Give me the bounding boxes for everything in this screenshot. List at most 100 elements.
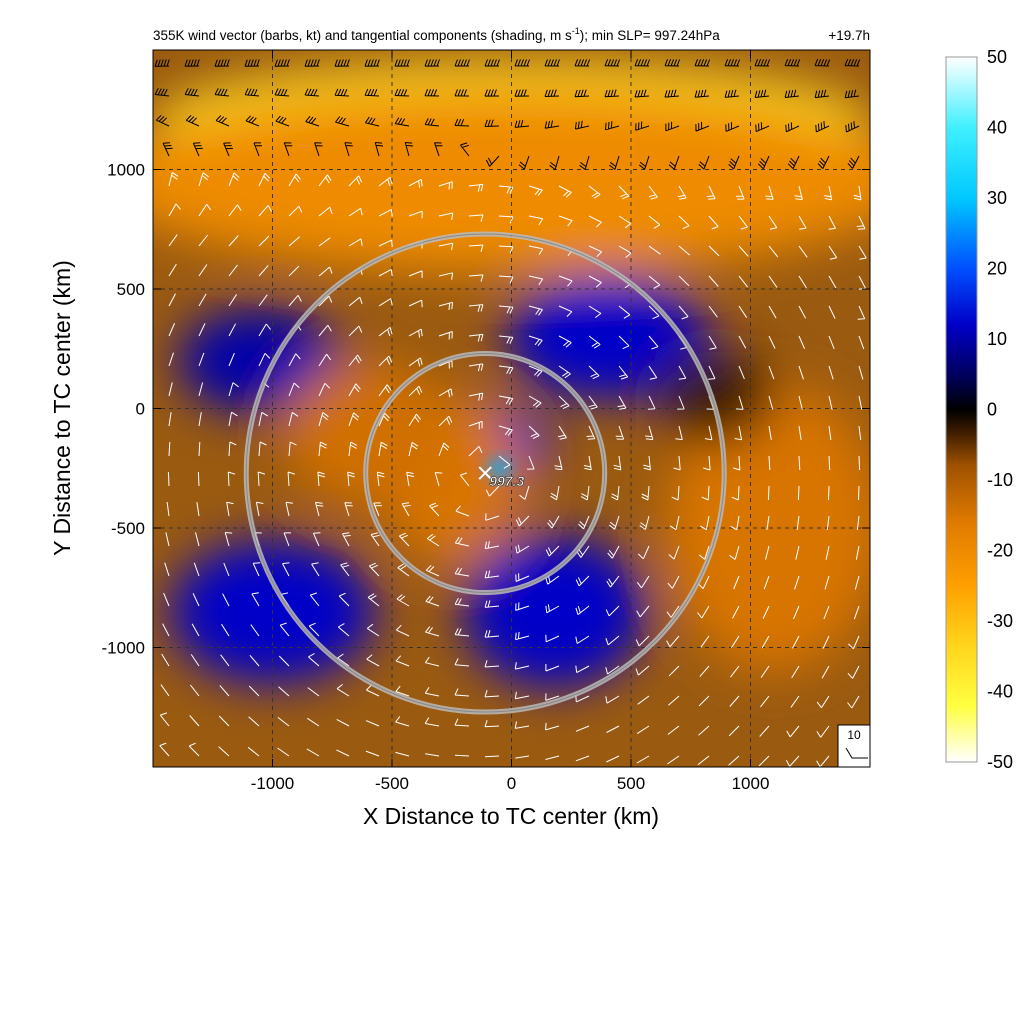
wind-barb bbox=[398, 532, 410, 547]
wind-barb bbox=[168, 263, 177, 277]
wind-barb bbox=[697, 755, 710, 766]
wind-barb bbox=[575, 635, 590, 644]
wind-barb bbox=[198, 412, 202, 427]
forecast-hour: +19.7h bbox=[828, 28, 870, 43]
wind-barb bbox=[765, 545, 770, 560]
wind-barb bbox=[374, 142, 384, 157]
wind-barb bbox=[192, 593, 200, 607]
wind-barb bbox=[733, 455, 741, 471]
wind-barb bbox=[725, 122, 740, 132]
wind-barb bbox=[857, 305, 866, 320]
wind-barb bbox=[341, 532, 351, 547]
wind-barb bbox=[574, 59, 591, 67]
wind-barb bbox=[424, 687, 440, 697]
wind-barb bbox=[575, 665, 590, 674]
wind-barb bbox=[498, 335, 514, 344]
wind-barb bbox=[798, 335, 806, 350]
wind-barb bbox=[738, 215, 748, 230]
wind-barb bbox=[364, 88, 380, 97]
wind-barb bbox=[395, 751, 410, 757]
wind-barb bbox=[288, 294, 302, 307]
y-tick-label: 0 bbox=[136, 400, 145, 419]
colorbar-tick-label: 10 bbox=[987, 329, 1007, 349]
wind-barb bbox=[787, 155, 800, 170]
wind-barb bbox=[858, 365, 864, 380]
min-slp-label: 997.3 bbox=[489, 473, 524, 489]
wind-barb bbox=[376, 471, 385, 487]
wind-barb bbox=[558, 215, 573, 227]
wind-barb bbox=[468, 214, 484, 222]
wind-barb bbox=[729, 695, 740, 707]
wind-barb bbox=[228, 294, 238, 307]
wind-barb bbox=[484, 89, 500, 97]
wind-barb bbox=[798, 395, 803, 410]
wind-barb bbox=[189, 715, 200, 727]
wind-barb bbox=[605, 635, 620, 646]
wind-barb bbox=[845, 121, 860, 133]
wind-barb bbox=[758, 755, 770, 767]
wind-barb bbox=[309, 592, 320, 607]
wind-barb bbox=[438, 388, 453, 398]
wind-barb bbox=[759, 725, 770, 737]
wind-barb bbox=[424, 59, 440, 67]
wind-barb bbox=[768, 215, 778, 230]
wind-barb bbox=[635, 635, 650, 647]
wind-barb bbox=[828, 425, 832, 440]
wind-barb bbox=[635, 121, 650, 131]
wind-barb bbox=[426, 533, 440, 547]
wind-barb bbox=[406, 471, 415, 487]
wind-barb bbox=[706, 185, 716, 200]
wind-barb bbox=[677, 395, 685, 410]
wind-barb bbox=[168, 352, 174, 367]
wind-barb bbox=[248, 685, 260, 697]
wind-barb bbox=[604, 89, 620, 98]
wind-barb bbox=[724, 89, 740, 98]
wind-barb bbox=[636, 755, 650, 764]
wind-barb bbox=[378, 384, 392, 397]
wind-barb bbox=[588, 245, 603, 258]
wind-barb bbox=[797, 485, 800, 501]
wind-barb bbox=[198, 352, 205, 367]
wind-barb bbox=[828, 395, 833, 410]
vortex-core-shading bbox=[488, 458, 511, 478]
wind-barb bbox=[197, 471, 200, 487]
wind-barb bbox=[700, 515, 710, 531]
wind-barb bbox=[643, 455, 651, 471]
wind-barb bbox=[558, 275, 573, 287]
wind-barb bbox=[729, 545, 740, 560]
shading-blob bbox=[284, 360, 452, 505]
wind-barb bbox=[734, 425, 743, 441]
wind-barb bbox=[344, 142, 353, 157]
wind-barb bbox=[250, 624, 260, 637]
wind-barb bbox=[318, 441, 327, 457]
wind-barb bbox=[554, 455, 563, 471]
shading-blob bbox=[176, 308, 345, 414]
wind-barb bbox=[455, 505, 470, 517]
x-tick-label: -1000 bbox=[251, 774, 294, 793]
wind-barb bbox=[408, 328, 423, 338]
y-tick-label: -1000 bbox=[102, 639, 145, 658]
wind-barb bbox=[558, 395, 570, 410]
wind-barb bbox=[635, 665, 650, 676]
wind-barb bbox=[190, 654, 200, 667]
x-tick-label: 0 bbox=[507, 774, 516, 793]
wind-barb bbox=[528, 215, 544, 226]
wind-barb bbox=[754, 59, 771, 67]
wind-barb bbox=[348, 296, 363, 307]
wind-barb bbox=[336, 749, 350, 757]
wind-barb bbox=[305, 115, 320, 127]
wind-barb bbox=[798, 425, 802, 440]
reference-barb-box: 10 bbox=[837, 724, 870, 767]
wind-barb bbox=[251, 592, 260, 607]
wind-barb bbox=[378, 239, 393, 248]
wind-barb bbox=[348, 175, 363, 187]
wind-barb bbox=[822, 635, 830, 649]
wind-barb bbox=[825, 545, 830, 560]
wind-barb bbox=[408, 441, 419, 457]
wind-barb bbox=[615, 425, 625, 440]
wind-barb bbox=[454, 536, 470, 547]
wind-barb bbox=[575, 725, 590, 732]
wind-barb bbox=[228, 382, 239, 397]
wind-barb bbox=[159, 742, 170, 757]
